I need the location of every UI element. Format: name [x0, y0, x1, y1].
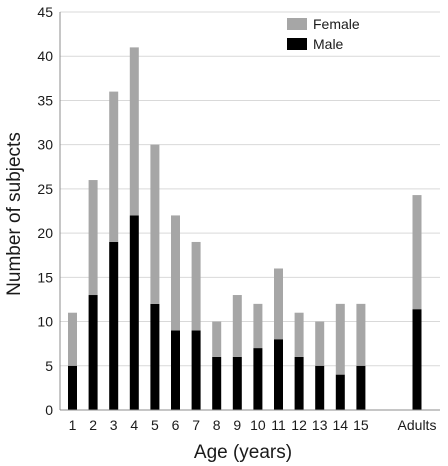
bar-female-12 [294, 312, 304, 357]
x-tick-label-9: 9 [233, 417, 241, 433]
bar-female-7 [191, 241, 201, 331]
y-tick-label-45: 45 [37, 4, 53, 20]
bar-female-14 [335, 303, 345, 375]
legend-swatch-male [287, 38, 307, 50]
x-tick-labels: 1 2 3 4 5 6 7 8 9 10 11 12 13 14 15 Adults [69, 417, 437, 433]
y-tick-label-35: 35 [37, 92, 53, 108]
x-tick-label-8: 8 [213, 417, 221, 433]
bar-female-6 [171, 215, 180, 331]
legend: Female Male [287, 16, 360, 52]
bar-female-adults [412, 195, 422, 310]
bar-female-8 [212, 321, 222, 357]
x-tick-label-14: 14 [333, 417, 349, 433]
gridlines [60, 11, 440, 367]
legend-label-male: Male [313, 36, 344, 52]
legend-swatch-female [287, 18, 307, 30]
x-tick-label-10: 10 [250, 417, 266, 433]
bar-female-13 [315, 321, 325, 366]
y-tick-labels: 0 5 10 15 20 25 30 35 40 45 [37, 4, 53, 418]
x-tick-label-4: 4 [130, 417, 138, 433]
bar-female-3 [109, 91, 119, 242]
x-tick-label-13: 13 [312, 417, 328, 433]
bar-female-15 [356, 303, 366, 366]
y-tick-label-0: 0 [45, 402, 53, 418]
x-tick-label-15: 15 [353, 417, 369, 433]
bar-male-14 [335, 374, 345, 410]
x-tick-label-12: 12 [291, 417, 307, 433]
bar-male-13 [315, 365, 325, 410]
x-tick-label-adults: Adults [398, 417, 437, 433]
bar-male-3 [109, 241, 119, 410]
x-tick-label-5: 5 [151, 417, 159, 433]
bars [68, 47, 422, 410]
bar-male-6 [171, 330, 180, 410]
bar-male-1 [68, 365, 77, 410]
y-tick-label-10: 10 [37, 314, 53, 330]
bar-male-5 [150, 303, 160, 410]
x-axis-title: Age (years) [194, 442, 292, 463]
bar-male-4 [129, 215, 139, 410]
bar-male-11 [274, 339, 283, 410]
y-tick-label-30: 30 [37, 137, 53, 153]
x-tick-label-3: 3 [110, 417, 118, 433]
y-tick-label-20: 20 [37, 225, 53, 241]
bar-female-2 [88, 180, 98, 296]
legend-label-female: Female [313, 16, 360, 32]
bar-female-5 [150, 144, 160, 304]
bar-male-8 [212, 356, 222, 410]
y-tick-label-40: 40 [37, 48, 53, 64]
bar-female-1 [68, 312, 77, 366]
y-axis-title: Number of subjects [4, 132, 25, 296]
y-tick-label-5: 5 [45, 358, 53, 374]
bar-female-11 [274, 268, 283, 340]
x-tick-label-2: 2 [89, 417, 97, 433]
bar-male-adults [412, 309, 422, 410]
bar-female-4 [129, 47, 139, 216]
bar-male-7 [191, 330, 201, 410]
bar-female-9 [232, 295, 242, 357]
bar-male-15 [356, 365, 366, 410]
bar-male-2 [88, 295, 98, 410]
bar-female-10 [253, 303, 263, 349]
x-tick-label-6: 6 [172, 417, 180, 433]
bar-male-10 [253, 348, 263, 410]
x-tick-label-7: 7 [192, 417, 200, 433]
y-tick-label-15: 15 [37, 269, 53, 285]
bar-male-12 [294, 356, 304, 410]
y-tick-label-25: 25 [37, 181, 53, 197]
axes [59, 12, 440, 411]
x-tick-label-1: 1 [69, 417, 77, 433]
bar-male-9 [232, 356, 242, 410]
x-tick-label-11: 11 [271, 417, 286, 433]
